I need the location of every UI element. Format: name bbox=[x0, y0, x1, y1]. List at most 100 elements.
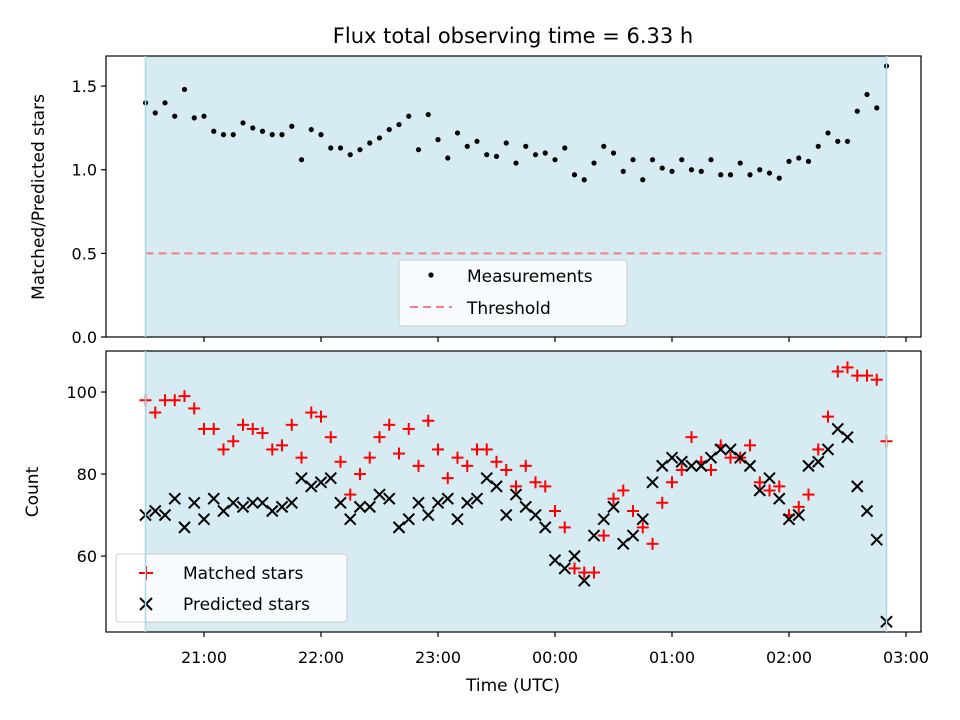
matched-star-point bbox=[315, 410, 327, 423]
bottom-x-axis: 21:00 22:00 23:00 00:00 01:00 02:00 03:00 bbox=[181, 632, 929, 667]
predicted-star-point bbox=[266, 504, 279, 518]
measurement-point bbox=[532, 152, 539, 158]
top-panel: 0.0 0.5 1.0 1.5 Matched/Predicted stars Mea… bbox=[29, 55, 922, 347]
matched-star-point bbox=[383, 418, 396, 431]
matched-star-point bbox=[597, 529, 610, 542]
matched-star-point bbox=[705, 463, 717, 476]
matched-star-point bbox=[354, 468, 366, 481]
x-tick-label: 00:00 bbox=[532, 648, 578, 667]
matched-star-point bbox=[461, 459, 474, 472]
measurement-point bbox=[571, 172, 578, 178]
matched-star-point bbox=[363, 451, 376, 464]
measurement-point bbox=[337, 145, 344, 151]
matched-star-point bbox=[627, 504, 639, 517]
measurement-point bbox=[805, 158, 812, 164]
measurement-point bbox=[542, 150, 548, 156]
measurement-point bbox=[874, 105, 880, 111]
predicted-star-point bbox=[295, 471, 308, 485]
measurement-point bbox=[318, 132, 324, 138]
measurement-point bbox=[396, 121, 402, 128]
matched-star-point bbox=[870, 373, 883, 386]
measurement-point bbox=[835, 138, 841, 144]
predicted-star-point bbox=[217, 504, 230, 518]
measurement-point bbox=[493, 153, 500, 159]
x-tick-label: 22:00 bbox=[298, 648, 344, 667]
matched-star-point bbox=[432, 443, 444, 456]
matched-star-point bbox=[744, 439, 756, 452]
matched-star-point bbox=[812, 443, 825, 456]
matched-star-point bbox=[822, 410, 834, 423]
matched-star-point bbox=[237, 418, 249, 431]
top-legend-box bbox=[398, 259, 628, 327]
predicted-star-point bbox=[636, 512, 649, 526]
predicted-star-point bbox=[158, 508, 172, 522]
matched-star-point bbox=[549, 504, 561, 517]
measurement-point bbox=[406, 113, 412, 119]
predicted-star-point bbox=[314, 476, 328, 489]
x-tick-label: 01:00 bbox=[649, 648, 695, 667]
measurement-point bbox=[211, 128, 217, 134]
measurement-point bbox=[162, 100, 168, 106]
matched-star-point bbox=[402, 422, 415, 435]
predicted-star-point bbox=[529, 508, 542, 522]
predicted-star-point bbox=[353, 500, 367, 514]
matched-star-point bbox=[217, 443, 230, 456]
matched-star-point bbox=[305, 406, 318, 419]
x-tick-label: 23:00 bbox=[415, 648, 461, 667]
measurement-point bbox=[298, 157, 305, 163]
predicted-star-point bbox=[656, 459, 669, 473]
matched-star-point bbox=[617, 484, 630, 497]
predicted-star-point bbox=[646, 476, 659, 489]
measurement-point bbox=[386, 126, 392, 133]
predicted-star-point bbox=[617, 537, 630, 551]
matched-star-point bbox=[276, 439, 288, 452]
measurement-point bbox=[220, 132, 227, 138]
matched-star-point bbox=[831, 365, 844, 378]
measurement-point bbox=[864, 91, 870, 98]
top-y-axis: 0.0 0.5 1.0 1.5 bbox=[72, 77, 106, 347]
predicted-star-point bbox=[743, 459, 757, 473]
predicted-star-point bbox=[792, 508, 805, 522]
measurement-point bbox=[786, 158, 792, 164]
measurement-point bbox=[484, 152, 490, 158]
matched-star-point bbox=[500, 463, 513, 476]
matched-star-point bbox=[568, 562, 581, 575]
matched-star-point bbox=[149, 406, 162, 419]
measurement-point bbox=[376, 135, 383, 141]
predicted-star-point bbox=[841, 430, 854, 444]
measurement-point bbox=[747, 172, 753, 178]
predicted-star-point bbox=[490, 480, 503, 493]
measurement-point bbox=[825, 130, 831, 136]
bottom-legend-box bbox=[115, 553, 348, 623]
top-y-axis-label: Matched/Predicted stars bbox=[29, 94, 49, 300]
measurement-point bbox=[523, 143, 529, 149]
predicted-star-point bbox=[149, 504, 162, 518]
measurement-point bbox=[698, 168, 704, 175]
measurement-point bbox=[191, 115, 197, 121]
predicted-star-point bbox=[763, 471, 776, 485]
matched-star-point bbox=[266, 443, 279, 456]
predicted-star-point bbox=[246, 496, 259, 509]
measurement-point bbox=[445, 155, 451, 161]
measurement-point bbox=[727, 172, 734, 178]
matched-star-point bbox=[510, 480, 522, 493]
measurement-point bbox=[474, 138, 480, 144]
y-tick-label: 0.0 bbox=[72, 328, 97, 347]
measurement-point bbox=[503, 140, 509, 146]
predicted-star-point bbox=[587, 529, 601, 542]
predicted-star-point bbox=[509, 488, 523, 501]
measurement-point bbox=[240, 120, 246, 126]
matched-star-point bbox=[656, 496, 669, 509]
top-points bbox=[142, 63, 890, 183]
matched-star-point bbox=[558, 521, 571, 534]
predicted-star-point bbox=[285, 496, 298, 509]
legend-label-threshold: Threshold bbox=[466, 299, 551, 319]
predicted-star-point bbox=[597, 512, 610, 526]
matched-star-point bbox=[792, 500, 805, 513]
predicted-star-point bbox=[519, 500, 532, 514]
matched-star-point bbox=[246, 422, 259, 435]
matched-star-point bbox=[773, 480, 786, 493]
measurement-point bbox=[796, 155, 802, 161]
predicted-star-point bbox=[578, 574, 591, 587]
y-tick-label: 100 bbox=[66, 383, 97, 402]
